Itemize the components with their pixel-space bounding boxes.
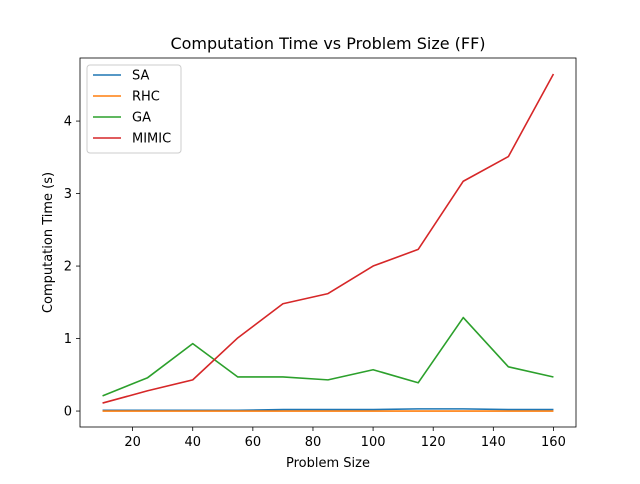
plot-lines (102, 73, 555, 412)
x-tick-label: 80 (305, 435, 322, 450)
series-line-ga (102, 316, 554, 397)
x-tick-label: 120 (421, 435, 446, 450)
y-tick-label: 0 (64, 405, 72, 420)
x-tick-label: 60 (245, 435, 262, 450)
y-axis-ticks: 0 1 2 3 4 (64, 115, 80, 420)
legend: SA RHC GA MIMIC (86, 64, 182, 154)
x-tick-label: 160 (541, 435, 566, 450)
x-tick-label: 100 (361, 435, 386, 450)
y-tick-label: 1 (64, 332, 72, 347)
legend-label-sa: SA (132, 69, 149, 84)
series-line-mimic (102, 73, 555, 404)
y-tick-label: 2 (64, 260, 72, 275)
y-axis-label: Computation Time (s) (41, 172, 56, 313)
legend-label-mimic: MIMIC (132, 132, 171, 147)
x-tick-label: 20 (124, 435, 141, 450)
legend-label-rhc: RHC (132, 90, 160, 105)
x-axis-label: Problem Size (286, 456, 370, 471)
x-tick-label: 40 (184, 435, 201, 450)
legend-frame (86, 64, 182, 154)
chart-title: Computation Time vs Problem Size (FF) (170, 34, 485, 53)
x-tick-label: 140 (481, 435, 506, 450)
plot-frame (79, 57, 577, 428)
legend-label-ga: GA (132, 111, 151, 126)
y-tick-label: 4 (64, 115, 72, 130)
y-tick-label: 3 (64, 187, 72, 202)
x-axis-ticks: 20 40 60 80 100 120 140 160 (124, 427, 566, 450)
